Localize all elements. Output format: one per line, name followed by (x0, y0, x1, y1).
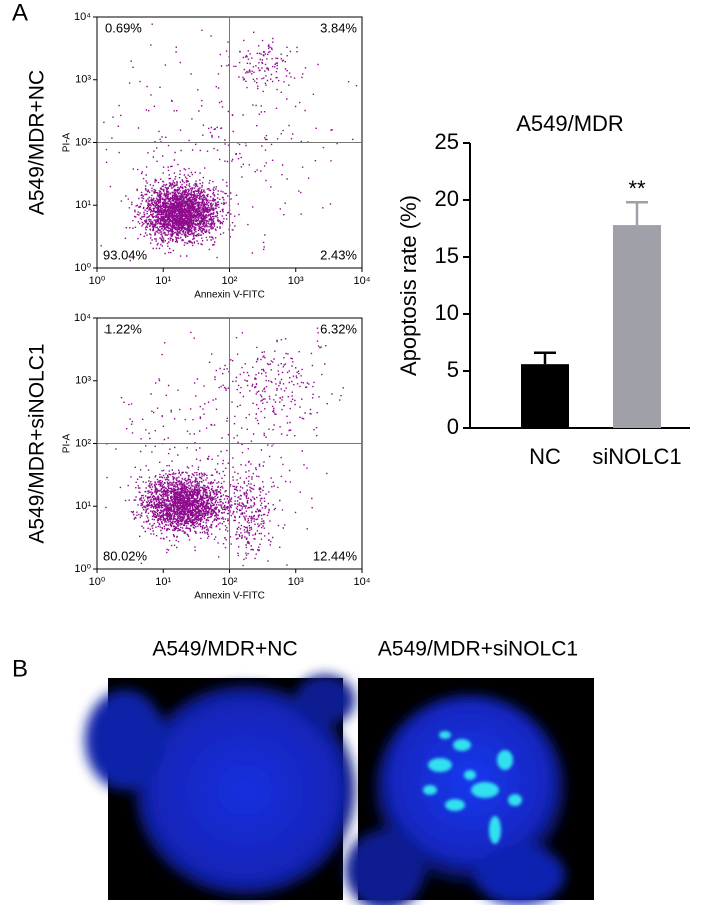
quadrant-label: 93.04% (103, 247, 148, 262)
panel-label: A (12, 0, 28, 26)
y-tick-label: 10² (75, 437, 91, 449)
x-axis-label: Annexin V-FITC (194, 591, 265, 602)
significance-label: ** (628, 176, 646, 201)
y-tick-label: 10² (75, 136, 91, 148)
error-bar (626, 201, 648, 226)
quadrant-label: 12.44% (313, 548, 358, 563)
row-label: A549/MDR+NC (26, 70, 49, 215)
event-cloud (100, 23, 358, 262)
x-tick-label: 10¹ (155, 576, 171, 588)
micrograph (345, 678, 594, 905)
image-title: A549/MDR+NC (152, 638, 297, 661)
y-tick-label: 10³ (75, 74, 91, 86)
x-tick-label: 10⁴ (354, 275, 371, 287)
chart-title: A549/MDR (516, 111, 624, 136)
y-tick-label: 10¹ (75, 199, 91, 211)
y-tick-label: 5 (447, 357, 459, 382)
x-tick-label: 10⁰ (89, 576, 106, 588)
y-tick-label: 25 (435, 129, 459, 154)
x-axis-label: Annexin V-FITC (194, 290, 265, 301)
y-tick-label: 20 (435, 186, 459, 211)
quadrant-label: 3.84% (320, 20, 357, 35)
quadrant-label: 2.43% (320, 247, 357, 262)
y-tick-label: 10¹ (75, 500, 91, 512)
x-tick-label: 10³ (288, 576, 304, 588)
quadrant-label: 6.32% (320, 321, 357, 336)
y-tick-label: 10⁰ (74, 262, 91, 274)
y-axis-label: Apoptosis rate (%) (396, 195, 421, 376)
x-tick-label: 10² (222, 275, 238, 287)
x-tick-label: siNOLC1 (592, 444, 681, 469)
bar (613, 225, 661, 428)
x-tick-label: NC (529, 444, 561, 469)
row-label: A549/MDR+siNOLC1 (26, 343, 49, 543)
y-tick-label: 10 (435, 300, 459, 325)
y-tick-label: 10³ (75, 375, 91, 387)
y-axis-label: PI-A (62, 433, 73, 453)
error-bar (534, 351, 556, 365)
quadrant-label: 0.69% (105, 20, 142, 35)
quadrant-label: 80.02% (103, 548, 148, 563)
bar (521, 364, 569, 428)
micrograph (85, 675, 355, 900)
image-title: A549/MDR+siNOLC1 (378, 638, 578, 661)
y-axis-label: PI-A (62, 132, 73, 152)
x-tick-label: 10⁴ (354, 576, 371, 588)
x-tick-label: 10¹ (155, 275, 171, 287)
y-tick-label: 10⁴ (74, 11, 91, 23)
y-tick-label: 10⁰ (74, 563, 91, 575)
panel-label: B (12, 655, 28, 682)
x-tick-label: 10² (222, 576, 238, 588)
quadrant-label: 1.22% (105, 321, 142, 336)
event-cloud (104, 327, 345, 567)
x-tick-label: 10⁰ (89, 275, 106, 287)
x-tick-label: 10³ (288, 275, 304, 287)
y-tick-label: 0 (447, 414, 459, 439)
y-tick-label: 10⁴ (74, 312, 91, 324)
y-tick-label: 15 (435, 243, 459, 268)
